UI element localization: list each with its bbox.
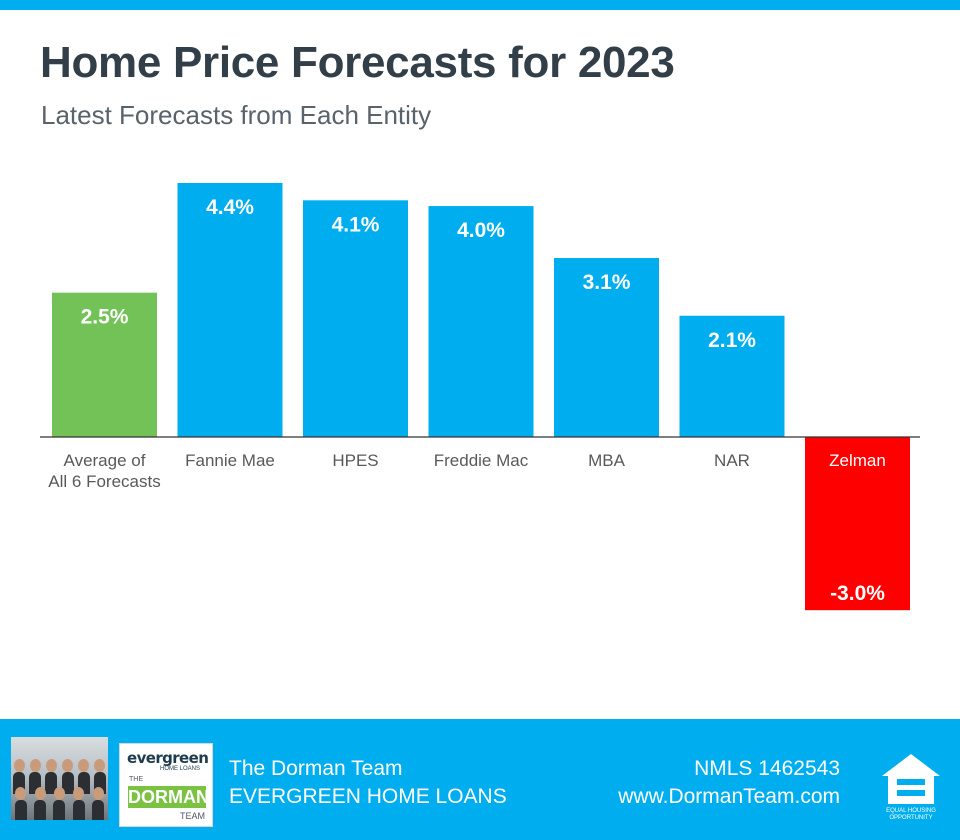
bar-value-label: 4.4% xyxy=(206,196,254,219)
bar-fannie-mae xyxy=(177,182,283,437)
bar-value-label: 3.1% xyxy=(583,271,631,294)
logo-brand: evergreen xyxy=(127,749,209,767)
bar-value-label: 2.1% xyxy=(708,329,756,352)
forecast-bar-chart: 2.5% Average of All 6 Forecasts 4.4% Fannie … xyxy=(40,182,920,611)
page-title: Home Price Forecasts for 2023 xyxy=(40,38,675,87)
category-label: All 6 Forecasts xyxy=(48,472,160,491)
bar-zelman xyxy=(805,437,910,611)
equal-housing-icon: EQUAL HOUSING OPPORTUNITY xyxy=(882,754,940,820)
bar-freddie-mac xyxy=(428,206,534,437)
page-subtitle: Latest Forecasts from Each Entity xyxy=(41,100,432,130)
footer-contact-left: The Dorman Team EVERGREEN HOME LOANS xyxy=(229,755,507,811)
company-name: EVERGREEN HOME LOANS xyxy=(229,785,507,808)
bar-average-of-all-6-forecasts xyxy=(52,292,157,437)
category-label: Freddie Mac xyxy=(434,451,529,470)
bar-value-label: 4.0% xyxy=(457,219,505,242)
category-label: MBA xyxy=(588,451,626,470)
bar-hpes xyxy=(303,200,408,437)
category-label: HPES xyxy=(332,451,378,470)
top-accent-bar xyxy=(0,0,960,10)
team-name: The Dorman Team xyxy=(229,757,403,780)
logo-team: TEAM xyxy=(180,811,206,821)
svg-text:EQUAL HOUSING: EQUAL HOUSING xyxy=(886,808,936,814)
bar-nar xyxy=(679,315,785,437)
dorman-team-logo: evergreen HOME LOANS THE DORMAN TEAM xyxy=(119,743,213,827)
footer-contact-right: NMLS 1462543 www.DormanTeam.com xyxy=(618,755,840,811)
logo-brand-sub: HOME LOANS xyxy=(160,766,201,772)
category-label: Fannie Mae xyxy=(185,451,275,470)
team-photo xyxy=(11,737,108,820)
category-label: Average of xyxy=(64,451,146,470)
bar-value-label: -3.0% xyxy=(830,582,885,605)
website-link[interactable]: www.DormanTeam.com xyxy=(618,785,840,808)
svg-text:OPPORTUNITY: OPPORTUNITY xyxy=(889,815,932,820)
category-label: Zelman xyxy=(829,451,886,470)
logo-the: THE xyxy=(129,776,143,783)
bar-value-label: 4.1% xyxy=(332,213,380,236)
logo-dorman: DORMAN xyxy=(128,787,209,807)
category-label: NAR xyxy=(714,451,750,470)
bar-value-label: 2.5% xyxy=(81,306,129,329)
footer-banner: evergreen HOME LOANS THE DORMAN TEAM The… xyxy=(0,719,960,840)
bar-mba xyxy=(554,258,659,437)
nmls-number: NMLS 1462543 xyxy=(694,757,840,780)
